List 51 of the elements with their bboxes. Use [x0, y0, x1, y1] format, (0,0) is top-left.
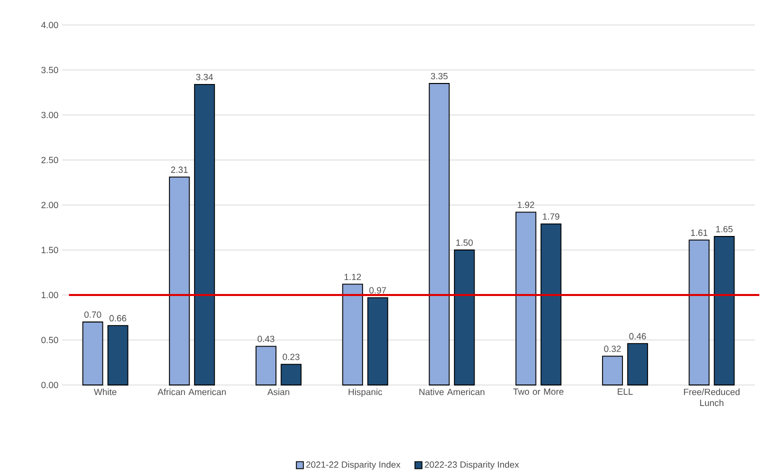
- data-label: 1.92: [518, 202, 534, 208]
- y-tick-label: 0.50: [41, 336, 58, 344]
- x-tick-label: Asian: [267, 388, 290, 396]
- bar: [367, 297, 388, 386]
- legend-label: 2022-23 Disparity Index: [424, 461, 519, 470]
- bar: [168, 176, 190, 386]
- x-tick-label: Hispanic: [348, 388, 382, 397]
- data-label: 3.35: [430, 72, 448, 80]
- bar: [82, 322, 104, 386]
- y-tick-label: 3.50: [41, 66, 58, 74]
- data-label: 0.66: [109, 315, 126, 322]
- data-label: 0.32: [604, 346, 621, 352]
- data-label: 1.61: [691, 230, 708, 236]
- x-tick-label: Native American: [419, 388, 484, 396]
- data-label: 0.23: [282, 354, 300, 360]
- bar: [540, 223, 562, 386]
- bar: [454, 250, 475, 386]
- x-tick-label: ELL: [618, 388, 633, 395]
- data-label: 1.79: [542, 213, 560, 220]
- data-label: 0.97: [369, 287, 386, 294]
- data-label: 1.12: [344, 274, 361, 280]
- data-label: 2.31: [171, 166, 188, 173]
- data-label: 0.43: [258, 336, 274, 342]
- data-label: 0.70: [84, 311, 102, 318]
- y-tick-label: 2.50: [41, 156, 58, 164]
- bar: [602, 356, 623, 386]
- data-label: 0.46: [629, 333, 646, 340]
- bar: [714, 236, 735, 386]
- x-tick-label: African American: [158, 388, 226, 396]
- bar: [515, 212, 536, 386]
- bar: [688, 240, 710, 386]
- x-tick-label: Free/Reduced Lunch: [684, 388, 740, 406]
- legend-label: 2021-22 Disparity Index: [306, 461, 400, 470]
- x-tick-label: Two or More: [513, 388, 564, 395]
- data-label: 3.34: [196, 74, 213, 80]
- y-tick-label: 1.00: [42, 292, 58, 298]
- data-label: 1.50: [456, 239, 473, 246]
- bar: [342, 284, 364, 386]
- y-tick-label: 0.00: [41, 382, 58, 388]
- y-tick-label: 4.00: [41, 22, 58, 28]
- data-label: 1.65: [716, 226, 733, 232]
- x-tick-label: White: [94, 388, 116, 396]
- y-tick-label: 3.00: [41, 112, 58, 118]
- y-tick-label: 2.00: [41, 202, 58, 208]
- bar: [428, 83, 450, 386]
- bar: [107, 325, 128, 386]
- bar: [194, 84, 215, 386]
- bar: [627, 343, 648, 386]
- bar: [256, 346, 276, 386]
- y-tick-label: 1.50: [42, 246, 58, 254]
- bar: [280, 364, 302, 386]
